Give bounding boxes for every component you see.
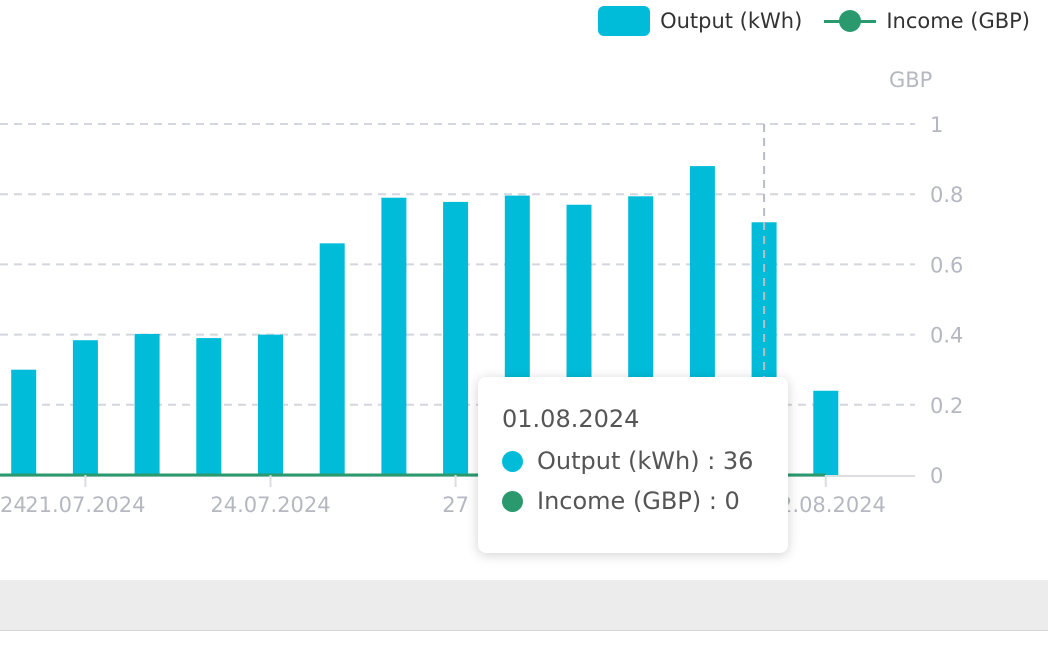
tooltip-dot-income: [502, 490, 523, 512]
y-tick-label-5: 1: [930, 113, 943, 137]
y-axis-unit-label: GBP: [889, 68, 932, 92]
bar-23.07.2024: [196, 338, 222, 475]
y-tick-label-0: 0: [930, 464, 943, 488]
bar-21.07.2024: [72, 340, 98, 475]
bar-26.07.2024: [381, 197, 407, 475]
bar-02.08.2024: [813, 390, 839, 475]
legend-swatch-income: [824, 10, 877, 32]
legend-item-output[interactable]: Output (kWh): [598, 6, 802, 36]
x-tick-label-1: 24.07.2024: [210, 493, 330, 517]
tooltip-label-income: Income (GBP) : 0: [537, 487, 740, 515]
legend-label-output: Output (kWh): [660, 9, 803, 33]
bar-20.07.2024: [11, 369, 37, 475]
bottom-panel: [0, 580, 1048, 631]
bar-24.07.2024: [258, 334, 283, 475]
y-tick-label-2: 0.4: [930, 324, 963, 348]
tooltip-title: 01.08.2024: [502, 405, 640, 433]
tooltip-row-income: Income (GBP) : 0: [502, 487, 764, 515]
legend-swatch-output: [598, 6, 651, 36]
tooltip-dot-output: [502, 450, 523, 472]
bar-27.07.2024: [443, 201, 469, 475]
tooltip-label-output: Output (kWh) : 36: [537, 447, 754, 475]
x-tick-label-0: 21.07.2024: [25, 493, 145, 517]
chart-tooltip: 01.08.2024 Output (kWh) : 36 Income (GBP…: [478, 377, 788, 553]
x-tick-label-2: 27: [442, 493, 469, 517]
y-tick-label-1: 0.2: [930, 394, 963, 418]
bar-22.07.2024: [134, 333, 160, 475]
bar-25.07.2024: [319, 243, 345, 475]
y-tick-label-3: 0.6: [930, 253, 963, 277]
x-tick-label-partial: 24: [0, 493, 27, 517]
chart-legend: Output (kWh) Income (GBP): [598, 6, 1030, 36]
tooltip-row-output: Output (kWh) : 36: [502, 447, 764, 475]
y-tick-label-4: 0.8: [930, 183, 963, 207]
legend-item-income[interactable]: Income (GBP): [824, 9, 1030, 33]
legend-label-income: Income (GBP): [886, 9, 1030, 33]
